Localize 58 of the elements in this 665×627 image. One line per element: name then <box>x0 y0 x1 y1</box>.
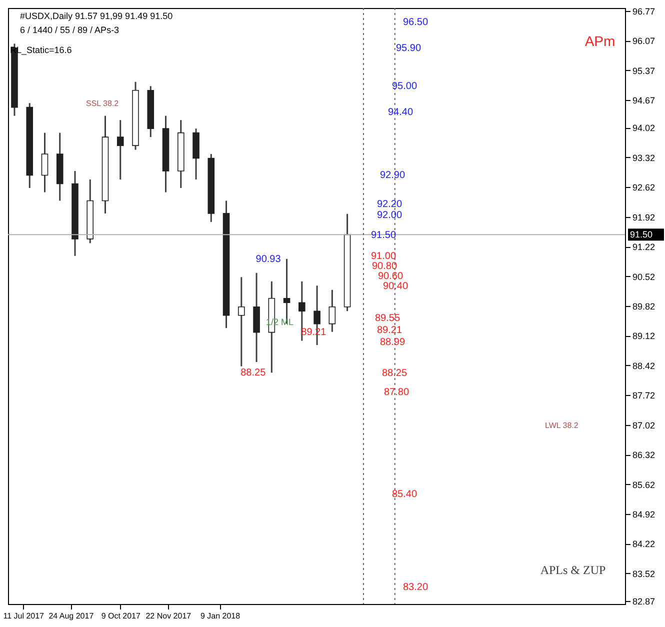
annotation: 96.50 <box>403 17 428 28</box>
x-tick-label: 24 Aug 2017 <box>48 612 94 620</box>
y-tick-label: 94.02 <box>632 123 656 134</box>
ref-line-label: 91.50 <box>630 230 653 240</box>
y-tick-label: 96.07 <box>632 36 656 46</box>
annotation: 95.90 <box>396 43 422 54</box>
x-tick-label: 9 Jan 2018 <box>200 612 241 620</box>
chart-title: #USDX,Daily 91.57 91,99 91.49 91.50 <box>20 11 173 21</box>
candlestick <box>116 119 124 180</box>
y-tick-label: 96.77 <box>632 6 656 16</box>
annotation: 85.40 <box>392 489 418 500</box>
y-tick-label: 90.52 <box>632 272 656 282</box>
annotation: 91.00 <box>371 251 396 262</box>
candlestick <box>328 289 336 333</box>
y-tick-label: 91.22 <box>632 242 656 252</box>
candlestick <box>238 276 245 368</box>
annotation: 88.25 <box>382 368 408 379</box>
y-tick-label: 95.37 <box>632 66 656 76</box>
y-tick-label: 89.82 <box>632 302 656 312</box>
annotation: 83.20 <box>403 582 428 593</box>
annotation: APLs & ZUP <box>540 563 606 577</box>
annotation: 92.20 <box>377 199 402 210</box>
y-tick-label: 91.92 <box>632 212 656 222</box>
y-tick-label: 89.12 <box>632 331 656 342</box>
annotation: 88.25 <box>240 368 266 379</box>
y-tick-label: 86.32 <box>632 450 656 460</box>
annotation: 92.00 <box>377 210 402 221</box>
y-tick-label: 87.72 <box>632 390 656 401</box>
annotation: SSL 38.2 <box>86 99 120 108</box>
annotation: 90.60 <box>378 271 404 282</box>
annotation: 90.40 <box>383 281 408 292</box>
y-tick-label: 87.02 <box>632 420 656 430</box>
x-tick-label: 11 Jul 2017 <box>3 612 45 620</box>
y-tick-label: 83.52 <box>632 568 656 579</box>
annotation: LWL 38.2 <box>545 421 579 430</box>
annotation: 87.80 <box>384 387 410 398</box>
y-tick-label: 82.87 <box>632 596 656 607</box>
y-tick-label: 94.67 <box>632 96 656 106</box>
y-tick-label: 85.62 <box>632 480 656 490</box>
annotation: 91.50 <box>371 230 396 241</box>
text: 6 / 1440 / 55 / 89 / APs-3 <box>20 25 120 35</box>
annotation: 95.00 <box>392 81 418 92</box>
y-tick-label: 88.42 <box>632 360 656 371</box>
y-tick-label: 93.32 <box>632 152 656 163</box>
annotation: 90.80 <box>372 261 398 272</box>
annotation: 88.99 <box>380 337 406 348</box>
x-tick-label: 22 Nov 2017 <box>146 612 192 620</box>
annotation: APm <box>584 33 616 49</box>
annotation: 89.55 <box>375 313 400 324</box>
y-tick-label: 92.62 <box>632 182 656 193</box>
annotation: 90.93 <box>256 254 282 265</box>
candlestick <box>41 132 48 193</box>
y-tick-label: 84.92 <box>632 510 656 520</box>
y-tick-label: 84.22 <box>632 539 656 550</box>
annotation: 92.90 <box>380 170 406 181</box>
x-tick-label: 9 Oct 2017 <box>101 612 141 620</box>
annotation: 89.21 <box>377 325 402 336</box>
annotation: 94.40 <box>388 107 414 118</box>
